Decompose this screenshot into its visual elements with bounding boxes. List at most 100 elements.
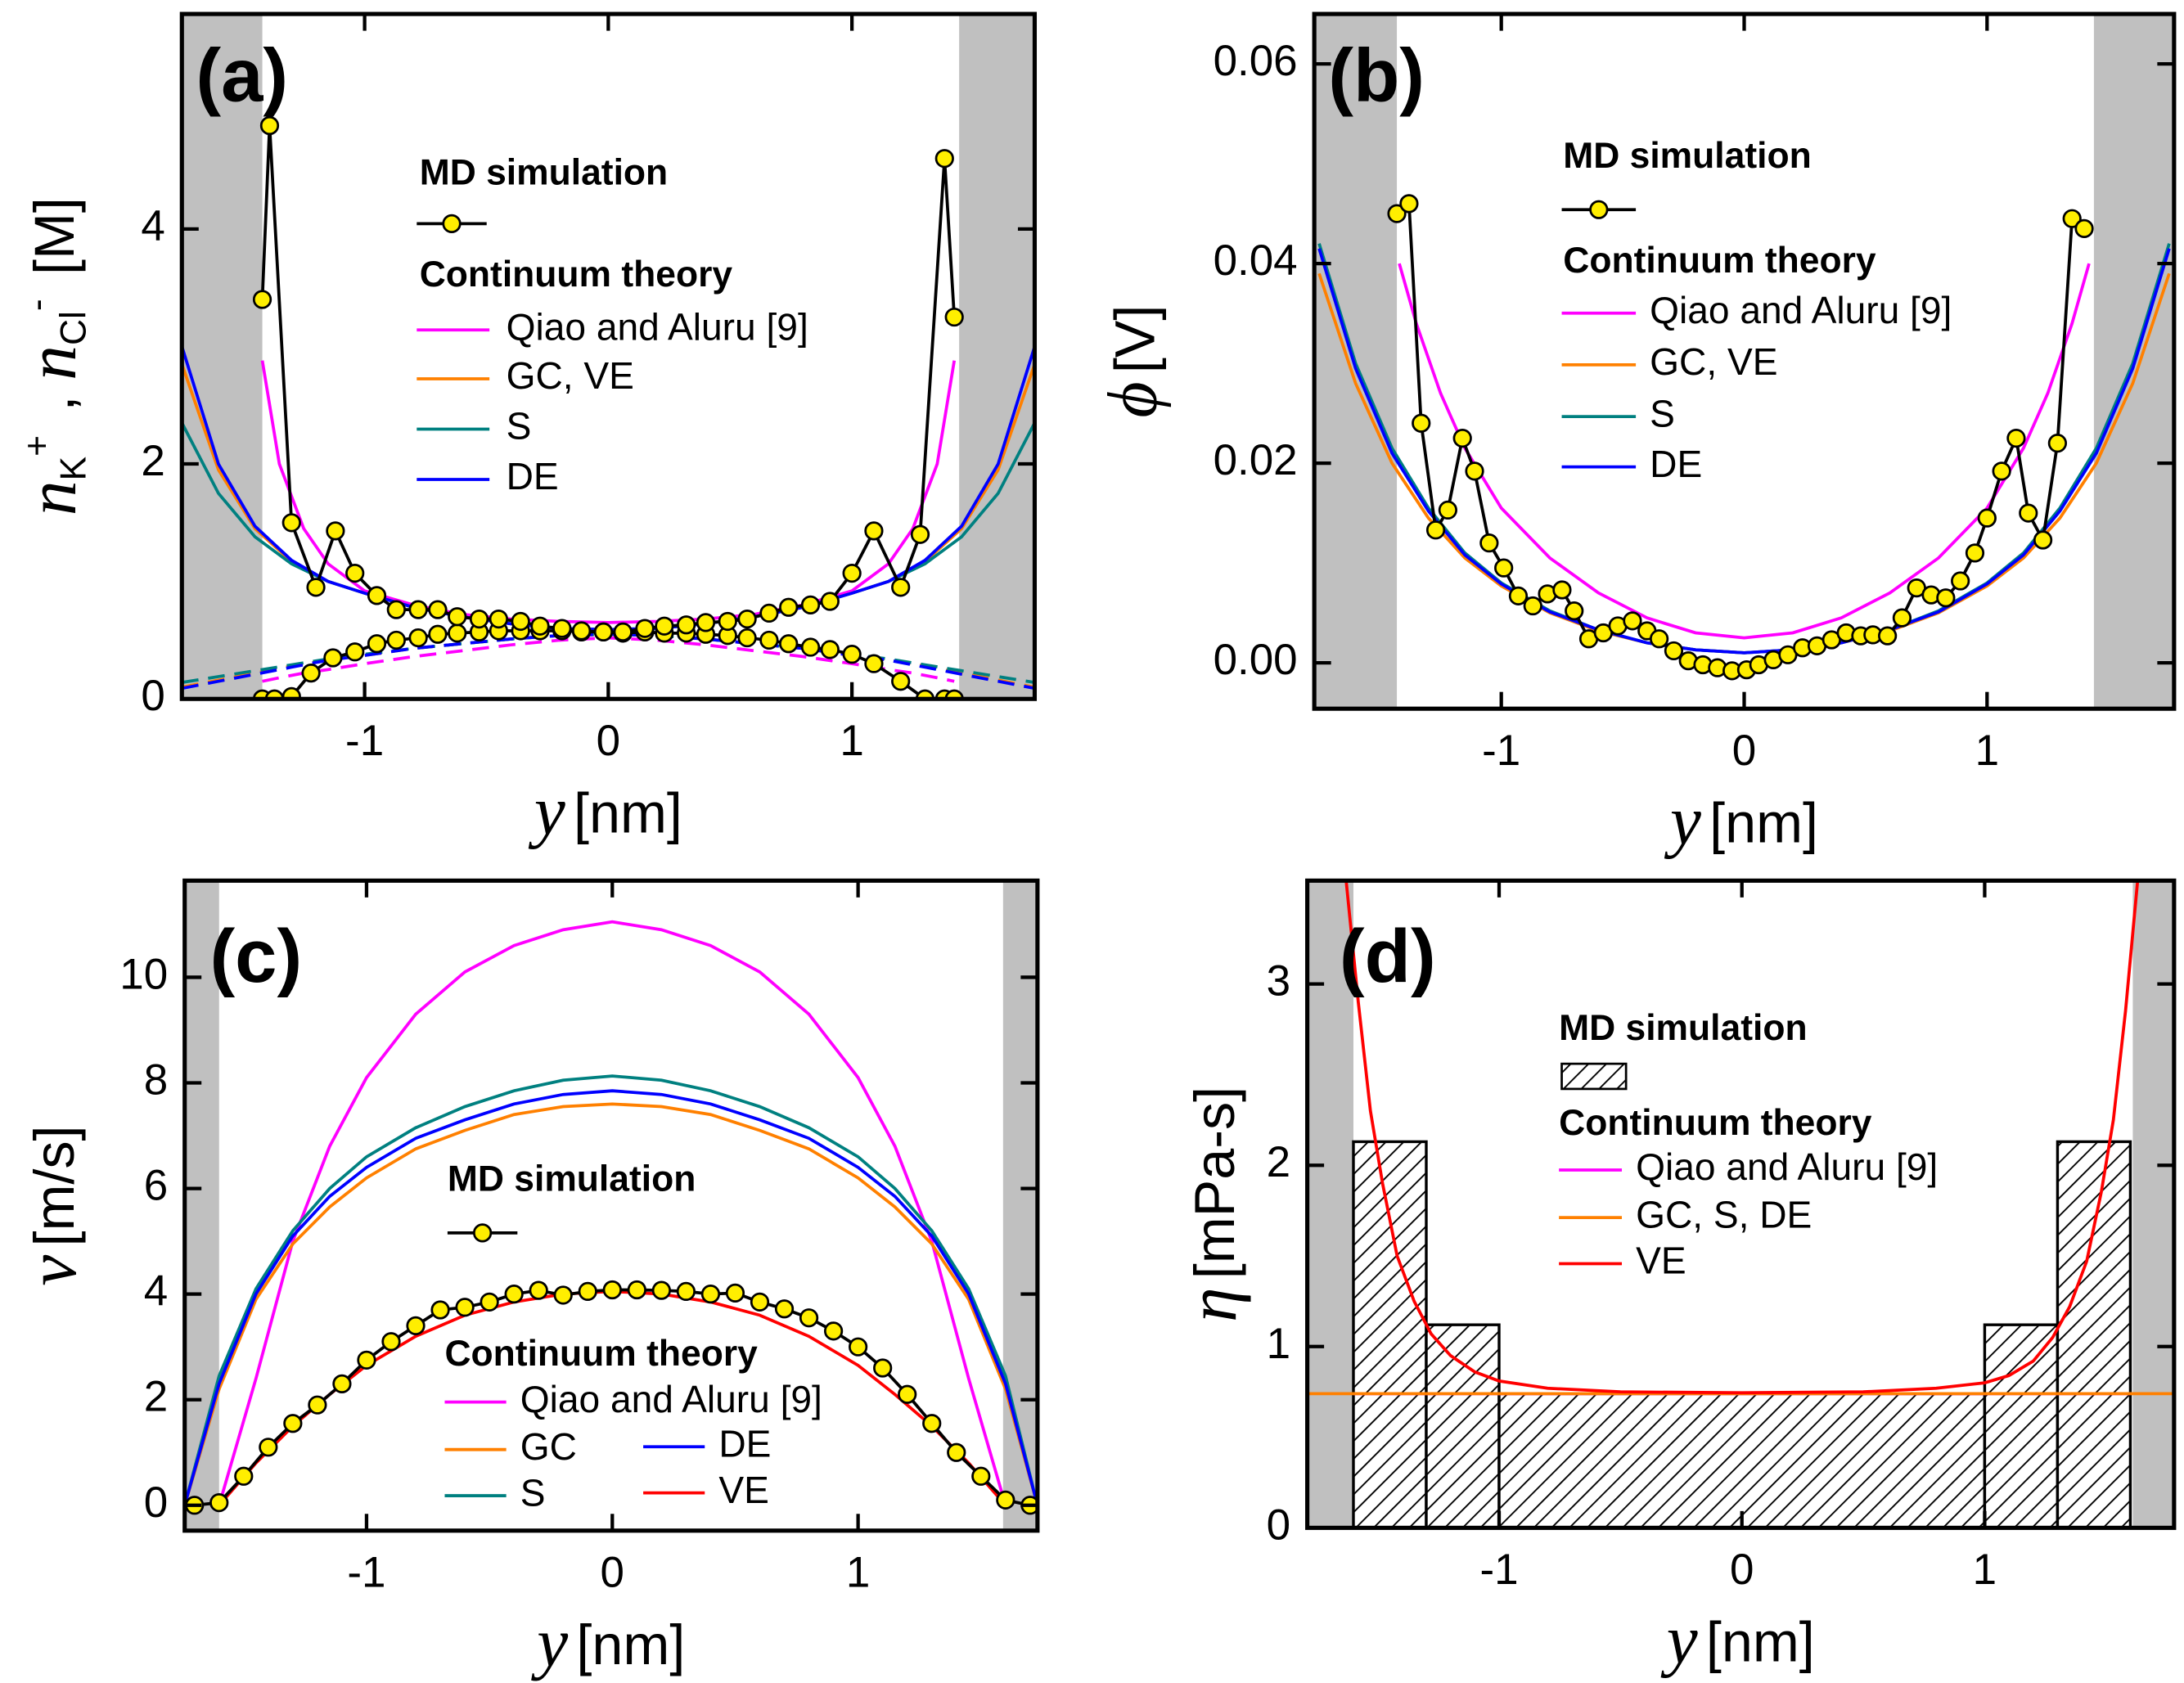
md-point: [504, 1285, 524, 1304]
panel: -1 0 1 0.00 0.02 0.04 0.06 y [nm] ϕ [V] (b) MD simul…: [1094, 11, 2177, 859]
md-point: [873, 1358, 893, 1378]
md-point: [578, 1281, 597, 1302]
x-tick-label: 1: [1975, 727, 1999, 775]
md-point: [345, 563, 365, 583]
y-tick-label: 0: [141, 672, 164, 720]
theory-line: [184, 1102, 1038, 1506]
y-tick-label: 0.00: [1214, 636, 1298, 684]
md-point: [469, 609, 489, 629]
y-tick-label: 2: [1267, 1138, 1290, 1186]
md-point: [864, 654, 884, 673]
y-tick-label: 0: [144, 1478, 168, 1527]
md-point: [934, 149, 954, 169]
md-point: [1465, 461, 1484, 481]
x-tick-label: 0: [1730, 1546, 1754, 1594]
md-point: [345, 642, 365, 662]
x-axis-label: y [nm]: [530, 1604, 685, 1681]
y-tick-label: 4: [144, 1267, 168, 1316]
y-tick-label: 0: [1267, 1501, 1290, 1549]
md-point: [553, 1285, 573, 1305]
x-tick-label: -1: [347, 1548, 385, 1596]
md-point: [737, 609, 757, 629]
axis-label-part: -: [17, 299, 57, 311]
x-tick-label: 0: [1732, 727, 1756, 775]
md-point: [1878, 626, 1898, 646]
md-point: [489, 609, 508, 629]
axis-label-part: [mPa-s]: [1184, 1087, 1246, 1279]
md-point: [281, 513, 301, 533]
md-point: [700, 1285, 721, 1304]
legend-label: GC: [520, 1425, 577, 1468]
y-axis-label: nK+ , nCl- [M]: [14, 197, 94, 515]
axis-label-part: [m/s]: [24, 1125, 86, 1246]
md-point: [357, 1350, 376, 1370]
legend-label: Qiao and Aluru [9]: [1636, 1145, 1938, 1188]
md-point: [252, 290, 272, 309]
md-point: [259, 1438, 278, 1457]
md-point: [842, 563, 862, 583]
md-point: [1992, 461, 2011, 481]
x-tick-label: 1: [846, 1548, 870, 1596]
md-point: [759, 630, 779, 650]
md-point: [800, 637, 821, 657]
axis-label-part: y: [530, 1604, 568, 1681]
axis-label-part: ϕ: [1094, 381, 1171, 417]
md-point: [725, 1283, 745, 1303]
md-point: [1936, 588, 1956, 608]
md-point: [891, 578, 911, 597]
x-tick-label: 1: [1973, 1546, 1997, 1594]
md-point: [430, 1300, 450, 1320]
md-point: [455, 1298, 475, 1317]
y-tick-label: 0.06: [1214, 37, 1298, 85]
md-point: [593, 622, 614, 642]
md-point: [529, 1280, 548, 1300]
y-tick-label: 4: [141, 202, 164, 250]
md-point: [651, 1280, 671, 1300]
md-point: [259, 115, 280, 136]
legend-heading: MD simulation: [1563, 136, 1811, 176]
md-point: [1977, 508, 1997, 528]
wall-region: [2132, 880, 2174, 1528]
md-point: [1892, 608, 1912, 628]
legend-label: VE: [718, 1469, 769, 1511]
md-point: [2047, 434, 2068, 453]
md-point: [2062, 209, 2082, 228]
md-point: [759, 603, 779, 623]
hist-bar: [1425, 1323, 1501, 1528]
y-tick-label: 2: [141, 437, 164, 485]
md-point: [1664, 641, 1684, 661]
md-point: [571, 621, 592, 641]
md-point: [367, 586, 387, 605]
axis-label-part: [nm]: [574, 783, 682, 845]
wall-region: [182, 14, 263, 700]
legend-label: VE: [1636, 1240, 1686, 1282]
md-point: [1508, 586, 1529, 605]
md-point: [1650, 629, 1669, 649]
wall-region: [184, 880, 219, 1531]
md-point: [996, 1490, 1015, 1510]
md-point: [301, 664, 321, 683]
x-axis-label: y [nm]: [528, 772, 682, 849]
md-point: [308, 1395, 327, 1415]
md-point: [800, 595, 821, 614]
md-point: [718, 611, 737, 632]
legend-label: DE: [718, 1422, 771, 1465]
legend-heading: Continuum theory: [444, 1334, 758, 1374]
md-point: [944, 307, 964, 327]
x-tick-label: -1: [345, 717, 384, 765]
x-tick-label: 1: [840, 717, 863, 765]
md-point: [306, 578, 326, 597]
md-point: [627, 1280, 646, 1300]
md-point: [842, 645, 862, 664]
md-point: [552, 619, 572, 638]
panel-label: (a): [196, 32, 288, 117]
md-point: [428, 624, 448, 644]
md-point: [779, 634, 799, 654]
md-point: [1412, 413, 1431, 433]
md-point: [1438, 500, 1458, 520]
panel-label: (d): [1340, 913, 1436, 998]
md-point: [1965, 543, 1985, 563]
axis-label-part: ,: [24, 380, 86, 427]
